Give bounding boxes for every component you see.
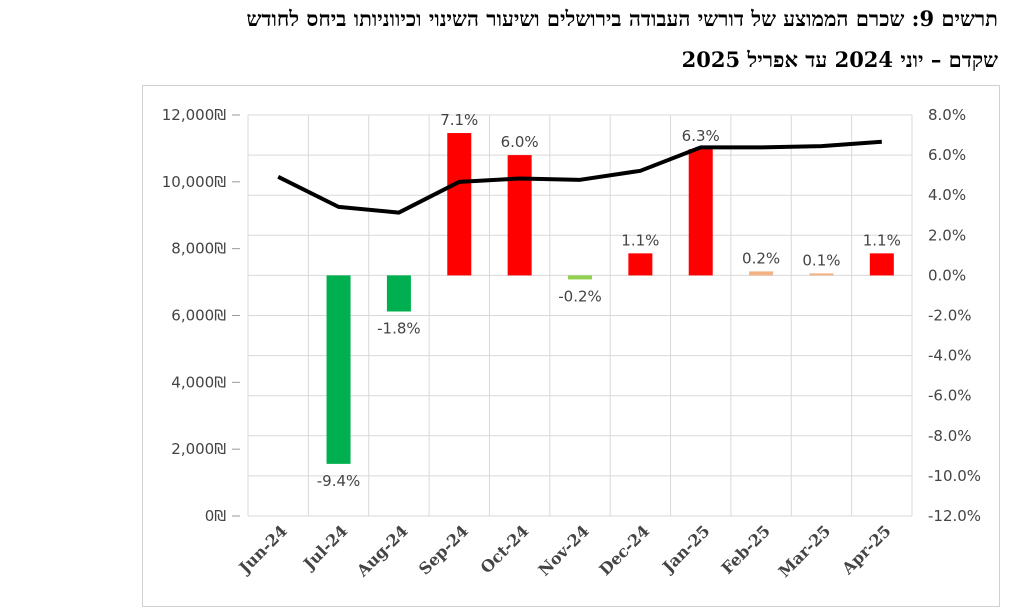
left-tick-label: 6,000₪ xyxy=(171,307,226,325)
bar xyxy=(869,253,894,276)
bar xyxy=(568,275,592,280)
right-tick-label: -10.0% xyxy=(928,467,981,485)
bar-data-label: 0.1% xyxy=(802,251,840,269)
chart-frame xyxy=(142,85,1000,607)
bar xyxy=(386,275,411,312)
bar-data-label: -9.4% xyxy=(317,472,361,490)
x-tick-label: Dec-24 xyxy=(595,521,653,579)
left-tick-label: 8,000₪ xyxy=(171,240,226,258)
right-tick-label: -6.0% xyxy=(928,387,972,405)
x-tick-label: Jan-25 xyxy=(657,521,713,577)
x-tick-label: Feb-25 xyxy=(718,521,774,577)
bar-series xyxy=(326,133,894,464)
right-tick-label: -12.0% xyxy=(928,507,981,525)
left-tick-label: 12,000₪ xyxy=(162,106,226,124)
x-tick-label: Jul-24 xyxy=(298,521,351,574)
line-series xyxy=(277,139,882,215)
line-path xyxy=(277,139,882,215)
bar xyxy=(326,275,351,464)
bar-data-label: 0.2% xyxy=(742,249,780,267)
right-tick-label: 4.0% xyxy=(928,186,966,204)
data-labels: -9.4% -1.8% 7.1% 6.0% -0.2% 1.1% 6.3% 0.2% 0.1% 1… xyxy=(317,111,901,490)
gridlines xyxy=(247,114,913,517)
x-tick-label: Oct-24 xyxy=(477,521,533,577)
left-tick-label: 2,000₪ xyxy=(171,440,226,458)
left-tick-label: 4,000₪ xyxy=(171,373,226,391)
x-axis: Jun-24 Jul-24 Aug-24 Sep-24 Oct-24 Nov-24 Dec-… xyxy=(234,521,895,581)
x-tick-label: Jun-24 xyxy=(234,521,291,578)
bar-data-label: 6.0% xyxy=(501,133,539,151)
chart-title-line-1: תרשים 9: שכרם הממוצע של דורשי העבודה ביר… xyxy=(246,6,998,31)
x-tick-label: Mar-25 xyxy=(775,521,835,581)
bar xyxy=(688,149,713,276)
bar xyxy=(507,155,532,276)
x-tick-label: Sep-24 xyxy=(415,521,472,578)
x-tick-label: Nov-24 xyxy=(534,521,592,579)
bar-data-label: 1.1% xyxy=(621,231,659,249)
bar-data-label: -1.8% xyxy=(377,319,421,337)
bar-data-label: -0.2% xyxy=(558,287,602,305)
right-axis: -12.0% -10.0% -8.0% -6.0% -4.0% -2.0% 0.0% 2.0%… xyxy=(928,106,981,525)
x-tick-label: Apr-25 xyxy=(837,521,894,578)
right-tick-label: -4.0% xyxy=(928,347,972,365)
right-tick-label: -2.0% xyxy=(928,307,972,325)
bar xyxy=(628,253,653,276)
right-tick-label: 8.0% xyxy=(928,106,966,124)
bar-data-label: 7.1% xyxy=(440,111,478,129)
right-tick-label: 0.0% xyxy=(928,266,966,284)
bar-data-label: 1.1% xyxy=(863,231,901,249)
right-tick-label: -8.0% xyxy=(928,427,972,445)
right-tick-label: 6.0% xyxy=(928,146,966,164)
bar-data-label: 6.3% xyxy=(682,127,720,145)
left-axis: 0₪ 2,000₪ 4,000₪ 6,000₪ 8,000₪ 10,000₪ 12,000₪ xyxy=(162,106,240,525)
bar xyxy=(809,273,834,276)
bar xyxy=(749,271,774,276)
chart-title-line-2: שקדם – יוני 2024 עד אפריל 2025 xyxy=(681,47,998,72)
left-tick-label: 10,000₪ xyxy=(162,173,226,191)
x-tick-label: Aug-24 xyxy=(352,521,411,580)
bar xyxy=(447,133,472,276)
left-tick-label: 0₪ xyxy=(205,507,227,525)
right-tick-label: 2.0% xyxy=(928,226,966,244)
